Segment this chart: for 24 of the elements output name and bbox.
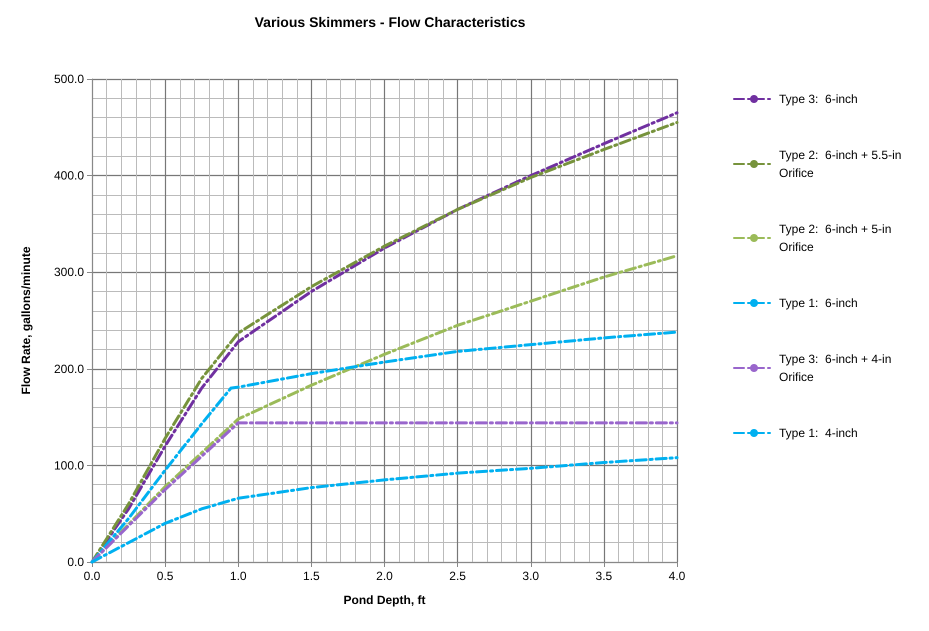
- y-axis-title: Flow Rate, gallons/minute: [19, 246, 33, 395]
- y-tick-label: 500.0: [54, 72, 84, 86]
- y-tick-label: 0.0: [67, 555, 84, 569]
- chart-title: Various Skimmers - Flow Characteristics: [254, 14, 526, 30]
- y-tick-label: 200.0: [54, 362, 84, 376]
- legend-label: Type 2: 6-inch + 5.5-in Orifice: [779, 148, 905, 180]
- legend-label: Type 1: 6-inch: [779, 296, 858, 310]
- legend-label: Type 1: 4-inch: [779, 426, 858, 440]
- x-tick-label: 3.5: [596, 569, 613, 583]
- y-tick-label: 100.0: [54, 458, 84, 472]
- x-tick-label: 4.0: [668, 569, 686, 583]
- x-tick-label: 0.0: [84, 569, 101, 583]
- y-tick-label: 400.0: [54, 168, 84, 183]
- x-axis-title: Pond Depth, ft: [344, 593, 426, 607]
- x-tick-label: 0.5: [156, 569, 174, 583]
- legend-label: Type 3: 6-inch: [779, 92, 858, 106]
- x-tick-label: 3.0: [522, 569, 540, 583]
- y-tick-label: 300.0: [54, 265, 84, 280]
- x-tick-label: 1.5: [303, 569, 320, 583]
- x-tick-label: 2.0: [376, 569, 394, 583]
- legend-label: Type 2: 6-inch + 5-in Orifice: [779, 222, 895, 254]
- legend-label: Type 3: 6-inch + 4-in Orifice: [779, 352, 895, 384]
- x-tick-label: 2.5: [449, 569, 466, 583]
- x-tick-label: 1.0: [230, 569, 247, 583]
